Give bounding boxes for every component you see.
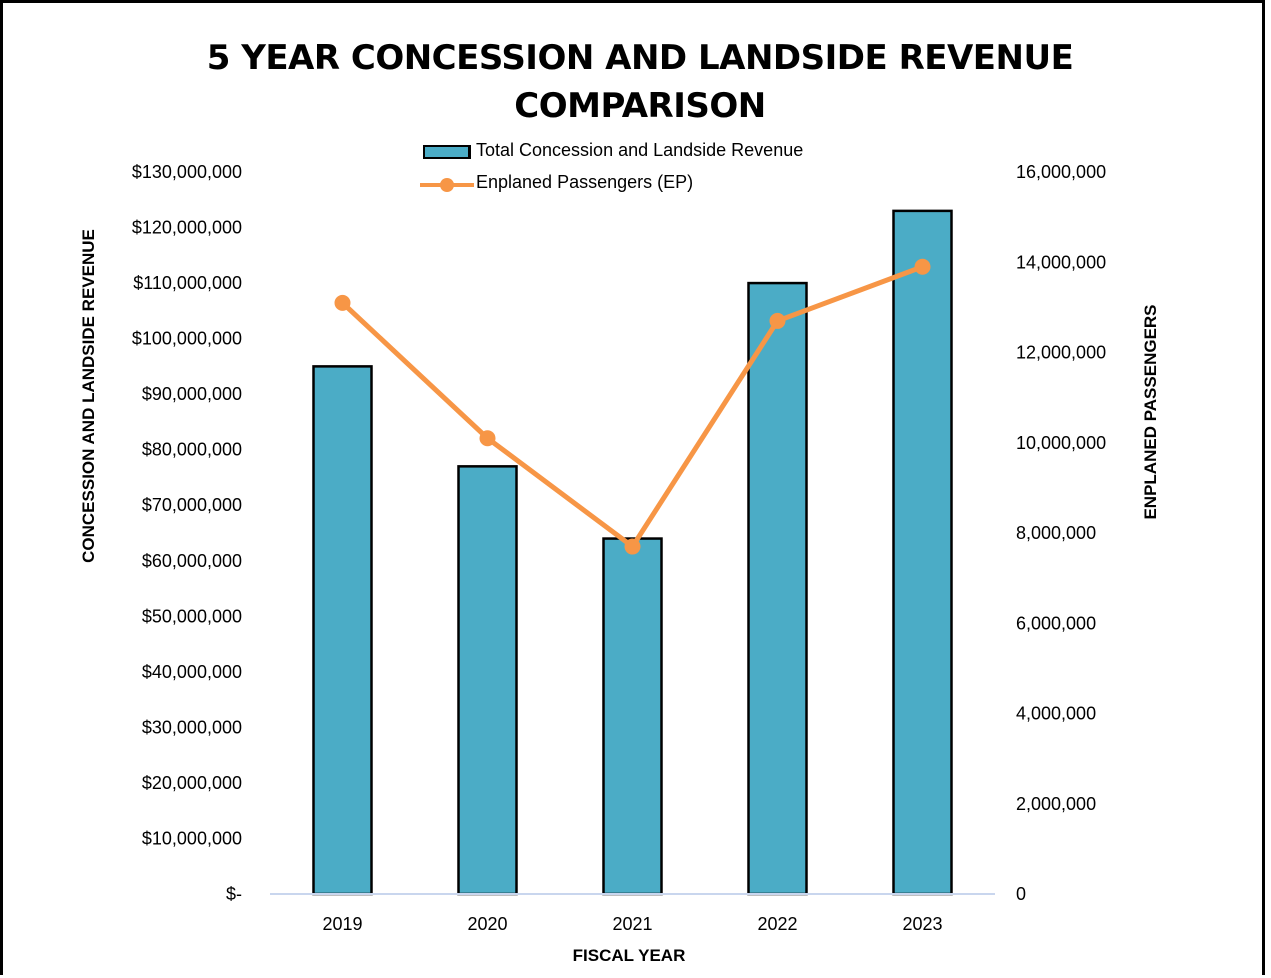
y-tick-label: $50,000,000: [142, 606, 242, 626]
y-tick-label: $-: [226, 884, 242, 904]
revenue-bars: [312, 209, 953, 896]
bar-2022: [747, 281, 808, 896]
right-axis-ticks: 0 2,000,000 4,000,000 6,000,000 8,000,000 10,…: [1016, 162, 1106, 904]
y2-axis-title: ENPLANED PASSENGERS: [1141, 304, 1160, 519]
y-tick-label: $130,000,000: [132, 162, 242, 182]
point-2020: [479, 430, 496, 447]
y-tick-label: $80,000,000: [142, 440, 242, 460]
x-tick-label: 2022: [757, 914, 797, 934]
x-tick-label: 2020: [467, 914, 507, 934]
y2-tick-label: 0: [1016, 884, 1026, 904]
x-tick-label: 2021: [612, 914, 652, 934]
y2-tick-label: 10,000,000: [1016, 433, 1106, 453]
y2-tick-label: 12,000,000: [1016, 343, 1106, 363]
y-tick-label: $70,000,000: [142, 495, 242, 515]
point-2021: [624, 538, 641, 555]
y-tick-label: $110,000,000: [133, 273, 242, 293]
y-tick-label: $40,000,000: [142, 662, 242, 682]
y2-tick-label: 4,000,000: [1016, 704, 1096, 724]
x-axis-title: FISCAL YEAR: [573, 946, 686, 965]
y2-tick-label: 16,000,000: [1016, 162, 1106, 182]
x-tick-label: 2019: [322, 914, 362, 934]
chart-title-line-1: 5 YEAR CONCESSION AND LANDSIDE REVENUE: [206, 38, 1074, 78]
x-axis-ticks: 2019 2020 2021 2022 2023: [322, 914, 942, 934]
legend-label-revenue: Total Concession and Landside Revenue: [476, 140, 804, 160]
y2-tick-label: 2,000,000: [1016, 794, 1096, 814]
passengers-line-series: [334, 258, 931, 555]
y-tick-label: $90,000,000: [142, 384, 242, 404]
y-tick-label: $100,000,000: [132, 329, 242, 349]
legend-label-passengers: Enplaned Passengers (EP): [476, 172, 694, 192]
y2-tick-label: 6,000,000: [1016, 613, 1096, 633]
passengers-line: [340, 264, 924, 550]
y-tick-label: $10,000,000: [142, 828, 242, 848]
x-tick-label: 2023: [902, 914, 942, 934]
bar-2023: [892, 209, 953, 896]
left-axis-ticks: $- $10,000,000 $20,000,000 $30,000,000 $40,0…: [132, 162, 242, 904]
y2-tick-label: 8,000,000: [1016, 523, 1096, 543]
bar-2020: [457, 465, 518, 896]
y-tick-label: $120,000,000: [132, 218, 242, 238]
chart-title-line-2: COMPARISON: [514, 86, 766, 126]
y2-tick-label: 14,000,000: [1016, 252, 1106, 272]
bar-2021: [602, 537, 663, 896]
legend-swatch-bar: [423, 145, 471, 159]
y-tick-label: $30,000,000: [142, 717, 242, 737]
y-axis-title: CONCESSION AND LANDSIDE REVENUE: [79, 229, 98, 563]
y-tick-label: $60,000,000: [142, 551, 242, 571]
point-2019: [334, 294, 351, 311]
y-tick-label: $20,000,000: [142, 773, 242, 793]
point-2023: [914, 258, 931, 275]
legend-swatch-marker: [440, 178, 454, 192]
bar-2019: [312, 365, 373, 896]
point-2022: [769, 312, 786, 329]
